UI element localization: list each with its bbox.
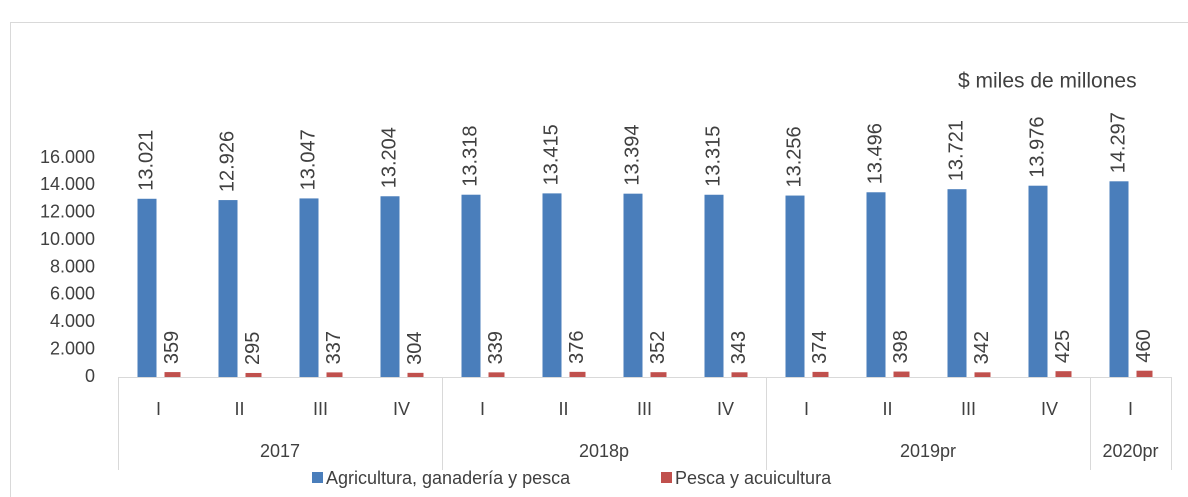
- value-label: 374: [809, 331, 831, 364]
- value-label: 398: [890, 330, 912, 363]
- group-label: 2019pr: [900, 441, 956, 461]
- value-label: 13.256: [783, 126, 805, 187]
- bar: [866, 192, 886, 377]
- bar: [731, 372, 748, 377]
- group-label: 2018p: [579, 441, 629, 461]
- x-tick-label: III: [313, 399, 328, 419]
- bar: [1028, 185, 1048, 377]
- bar: [164, 372, 181, 377]
- y-tick-label: 8.000: [50, 256, 95, 276]
- x-tick-label: III: [637, 399, 652, 419]
- x-tick-label: I: [804, 399, 809, 419]
- bar: [380, 196, 400, 377]
- x-tick-label: II: [558, 399, 568, 419]
- value-label: 13.721: [945, 120, 967, 181]
- value-label: 13.204: [378, 127, 400, 188]
- group-label: 2020pr: [1102, 441, 1158, 461]
- value-label: 460: [1133, 329, 1155, 362]
- value-label: 13.318: [459, 126, 481, 187]
- y-tick-label: 12.000: [40, 202, 95, 222]
- bar: [785, 195, 805, 377]
- group-label: 2017: [260, 441, 300, 461]
- value-label: 343: [728, 331, 750, 364]
- value-label: 352: [647, 331, 669, 364]
- bar: [326, 372, 343, 377]
- value-label: 13.394: [621, 124, 643, 185]
- bar: [461, 194, 481, 377]
- bar: [218, 200, 238, 377]
- bar: [812, 371, 829, 377]
- x-tick-label: II: [882, 399, 892, 419]
- value-label: 12.926: [216, 131, 238, 192]
- value-label: 14.297: [1107, 112, 1129, 173]
- x-tick-label: I: [480, 399, 485, 419]
- legend-label: Pesca y acuicultura: [675, 468, 832, 488]
- value-label: 13.047: [297, 129, 319, 190]
- bar: [947, 189, 967, 377]
- x-tick-label: II: [234, 399, 244, 419]
- y-tick-label: 4.000: [50, 311, 95, 331]
- x-tick-label: III: [961, 399, 976, 419]
- chart-frame: [10, 22, 1188, 497]
- bar: [650, 372, 667, 377]
- y-tick-label: 6.000: [50, 284, 95, 304]
- y-tick-label: 2.000: [50, 338, 95, 358]
- value-label: 13.976: [1026, 117, 1048, 178]
- y-tick-label: 10.000: [40, 229, 95, 249]
- legend-swatch: [312, 472, 323, 483]
- bar: [245, 372, 262, 377]
- x-tick-label: IV: [1041, 399, 1058, 419]
- bar: [137, 198, 157, 377]
- bar: [407, 372, 424, 377]
- bar: [299, 198, 319, 377]
- bar: [1109, 181, 1129, 377]
- y-tick-label: 14.000: [40, 174, 95, 194]
- y-tick-label: 16.000: [40, 147, 95, 167]
- y-tick-label: 0: [85, 366, 95, 386]
- value-label: 376: [566, 330, 588, 363]
- bar: [569, 371, 586, 377]
- bar: [704, 194, 724, 377]
- value-label: 13.496: [864, 123, 886, 184]
- legend-label: Agricultura, ganadería y pesca: [326, 468, 571, 488]
- value-label: 337: [323, 331, 345, 364]
- x-tick-label: IV: [717, 399, 734, 419]
- value-label: 425: [1052, 330, 1074, 363]
- value-label: 13.415: [540, 124, 562, 185]
- bar: [488, 372, 505, 377]
- bar: [974, 372, 991, 377]
- bar: [893, 371, 910, 377]
- value-label: 295: [242, 332, 264, 365]
- value-label: 342: [971, 331, 993, 364]
- bar: [623, 193, 643, 377]
- unit-annotation: $ miles de millones: [958, 70, 1137, 93]
- x-tick-label: IV: [393, 399, 410, 419]
- value-label: 339: [485, 331, 507, 364]
- bar: [1136, 370, 1153, 377]
- value-label: 13.021: [135, 130, 157, 191]
- legend-swatch: [661, 472, 672, 483]
- x-tick-label: I: [156, 399, 161, 419]
- value-label: 359: [161, 331, 183, 364]
- bar: [1055, 371, 1072, 377]
- bar: [542, 193, 562, 377]
- value-label: 13.315: [702, 126, 724, 187]
- x-tick-label: I: [1128, 399, 1133, 419]
- value-label: 304: [404, 331, 426, 364]
